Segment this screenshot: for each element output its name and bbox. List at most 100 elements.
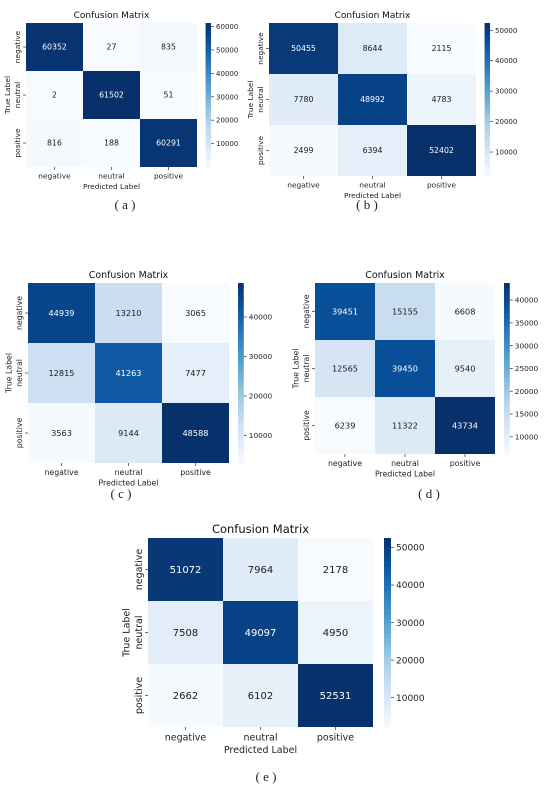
- colorbar-segment: [504, 411, 510, 417]
- colorbar-tick-label: 20000: [515, 387, 539, 396]
- heatmap-cell: [375, 397, 435, 454]
- cell-value-label: 51: [164, 91, 174, 100]
- cell-value-label: 61502: [99, 91, 124, 100]
- colorbar-segment: [238, 296, 244, 302]
- x-tick-label: positive: [317, 733, 354, 744]
- colorbar-tick-label: 40000: [515, 296, 539, 305]
- chart-title: Confusion Matrix: [212, 522, 309, 536]
- colorbar-segment: [484, 130, 491, 135]
- colorbar-tick-label: 20000: [396, 656, 425, 666]
- colorbar-segment: [205, 91, 212, 96]
- colorbar-tick-label: 40000: [396, 581, 425, 591]
- colorbar-segment: [484, 107, 491, 112]
- colorbar-segment: [384, 580, 391, 586]
- colorbar-segment: [484, 61, 491, 66]
- colorbar-segment: [205, 30, 212, 35]
- colorbar-segment: [384, 670, 391, 676]
- confusion-matrix-b: Confusion Matrix 50455 8644 2115 7780 48992 47…: [246, 11, 518, 200]
- colorbar-segment: [238, 458, 244, 464]
- colorbar-segment: [238, 305, 244, 311]
- cell-value-label: 7780: [294, 95, 314, 104]
- caption-b: ( b ): [356, 197, 378, 212]
- colorbar-segment: [238, 382, 244, 388]
- colorbar-segment: [484, 23, 491, 28]
- heatmap-cell: [140, 119, 197, 167]
- x-tick-label: negative: [328, 459, 362, 468]
- colorbar-segment: [205, 69, 212, 74]
- colorbar-segment: [484, 49, 491, 55]
- y-axis-label: True Label: [4, 353, 13, 394]
- colorbar-segment: [205, 41, 212, 46]
- colorbar-segment: [504, 359, 510, 365]
- colorbar-segment: [205, 37, 212, 42]
- colorbar-tick-label: 40000: [495, 56, 517, 65]
- y-tick-label: negative: [13, 30, 22, 63]
- colorbar-segment: [205, 141, 212, 146]
- chart-title: Confusion Matrix: [89, 270, 169, 281]
- heatmap-cell: [269, 23, 338, 74]
- colorbar-segment: [238, 422, 244, 428]
- heatmap-cell: [315, 397, 375, 454]
- cell-value-label: 3065: [185, 308, 206, 318]
- colorbar-segment: [384, 656, 391, 662]
- colorbar-segment: [205, 55, 212, 60]
- colorbar-segment: [205, 80, 212, 85]
- colorbar-segment: [504, 385, 510, 391]
- colorbar-segment: [484, 34, 491, 39]
- colorbar-segment: [384, 594, 391, 601]
- heatmap-cell: [375, 340, 435, 397]
- colorbar-segment: [384, 698, 391, 704]
- colorbar-segment: [238, 287, 244, 293]
- heatmap-cell: [269, 74, 338, 125]
- colorbar-segment: [484, 153, 491, 158]
- heatmap-cell: [26, 119, 83, 167]
- x-axis-label: Predicted Label: [99, 479, 159, 488]
- colorbar-segment: [484, 76, 491, 81]
- colorbar-segment: [384, 552, 391, 558]
- cell-value-label: 15155: [392, 306, 418, 316]
- colorbar-segment: [205, 159, 212, 164]
- colorbar-segment: [205, 23, 212, 28]
- colorbar-tick-label: 10000: [495, 148, 517, 157]
- colorbar-segment: [238, 292, 244, 298]
- colorbar-segment: [205, 134, 212, 139]
- confusion-matrix-c: Confusion Matrix 44939 13210 3065 12815 41263…: [4, 270, 272, 488]
- heatmap-cell: [407, 23, 476, 74]
- heatmap-cell: [298, 538, 373, 601]
- colorbar-segment: [504, 342, 510, 348]
- colorbar-segment: [504, 428, 510, 434]
- colorbar-segment: [384, 651, 391, 657]
- cell-value-label: 39450: [392, 363, 418, 373]
- confusion-matrix-a: Confusion Matrix 60352 27 835 2 61502 51 816 188…: [3, 11, 239, 191]
- cell-value-label: 39451: [332, 306, 358, 316]
- colorbar-segment: [504, 372, 510, 378]
- colorbar-segment: [205, 62, 212, 67]
- colorbar-segment: [504, 355, 510, 361]
- heatmap-cell: [298, 664, 373, 727]
- colorbar-segment: [484, 53, 491, 59]
- cell-value-label: 7964: [248, 565, 273, 576]
- heatmap-cell: [435, 283, 495, 340]
- heatmap-cell: [298, 601, 373, 664]
- heatmap-cell: [269, 125, 338, 176]
- heatmap-cell: [148, 538, 223, 601]
- colorbar-segment: [484, 99, 491, 104]
- cell-value-label: 41263: [115, 368, 141, 378]
- colorbar-segment: [238, 359, 244, 365]
- colorbar-segment: [238, 341, 244, 347]
- colorbar-segment: [205, 113, 212, 118]
- heatmap-cell: [95, 283, 162, 343]
- colorbar-segment: [205, 51, 212, 56]
- colorbar-segment: [504, 308, 510, 314]
- colorbar-segment: [238, 454, 244, 460]
- colorbar-segment: [205, 120, 212, 125]
- colorbar-segment: [238, 395, 244, 401]
- colorbar-tick-label: 10000: [249, 431, 273, 440]
- heatmap-cell: [223, 664, 298, 727]
- colorbar-segment: [384, 589, 391, 596]
- heatmap-cell: [223, 538, 298, 601]
- heatmap-cell: [28, 283, 95, 343]
- cell-value-label: 3563: [51, 428, 72, 438]
- y-tick-label: neutral: [15, 359, 24, 387]
- cell-value-label: 2662: [173, 691, 198, 702]
